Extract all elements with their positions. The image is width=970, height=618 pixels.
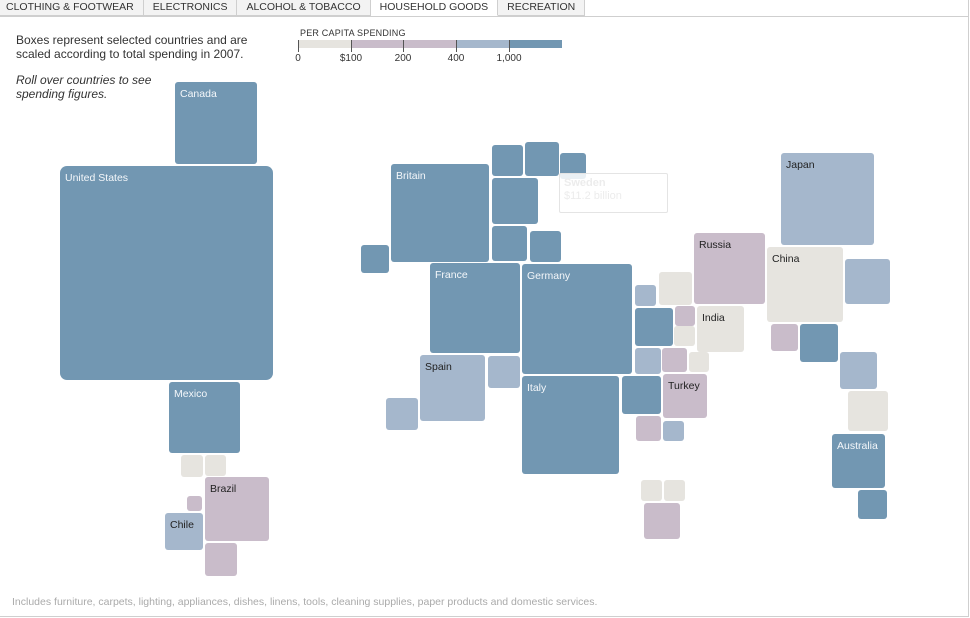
hover-tooltip: Sweden $11.2 billion (559, 173, 668, 213)
category-tabs: CLOTHING & FOOTWEAR ELECTRONICS ALCOHOL … (0, 0, 968, 17)
country-label: India (702, 312, 725, 324)
legend-tick (351, 40, 352, 52)
legend-swatch-tier-0 (298, 40, 352, 48)
country-box[interactable] (800, 324, 838, 362)
country-box-italy[interactable]: Italy (522, 376, 619, 474)
country-box[interactable] (664, 480, 685, 501)
country-label: China (772, 253, 800, 265)
legend-title: PER CAPITA SPENDING (300, 28, 406, 38)
country-box[interactable] (689, 352, 709, 372)
country-label: United States (65, 172, 129, 184)
country-box-russia[interactable]: Russia (694, 233, 765, 304)
country-box[interactable] (205, 543, 237, 576)
country-box[interactable] (840, 352, 877, 389)
country-box[interactable] (622, 376, 661, 414)
country-box[interactable] (858, 490, 887, 519)
legend-tick (298, 40, 299, 52)
country-box[interactable] (525, 142, 559, 176)
country-box[interactable] (386, 398, 418, 430)
country-label: Spain (425, 361, 452, 373)
country-box-india[interactable]: India (697, 306, 744, 352)
legend-tick (509, 40, 510, 52)
country-label: Australia (837, 440, 878, 452)
country-box-germany[interactable]: Germany (522, 264, 632, 374)
country-box[interactable] (674, 326, 695, 346)
country-label: Brazil (210, 483, 237, 495)
legend-swatch-tier-3 (509, 40, 562, 48)
legend-label: 1,000 (496, 53, 522, 64)
footnote: Includes furniture, carpets, lighting, a… (12, 596, 598, 608)
legend-swatch-tier-1 (352, 40, 456, 48)
country-box[interactable] (530, 231, 561, 262)
country-box[interactable] (635, 285, 656, 306)
intro-text: Boxes represent selected countries and a… (16, 33, 248, 61)
tab-alcohol-tobacco[interactable]: ALCOHOL & TOBACCO (237, 0, 371, 16)
country-box-spain[interactable]: Spain (420, 355, 485, 421)
country-box[interactable] (662, 348, 687, 372)
country-box-united-states[interactable]: United States (60, 166, 273, 380)
country-label: Canada (180, 88, 217, 100)
country-label: Britain (396, 170, 426, 182)
legend-label: 0 (295, 53, 301, 64)
legend-tick (403, 40, 404, 52)
tab-household-goods[interactable]: HOUSEHOLD GOODS (370, 0, 499, 16)
country-label: France (435, 269, 468, 281)
country-box[interactable] (205, 455, 226, 476)
country-box[interactable] (488, 356, 520, 388)
country-box-china[interactable]: China (767, 247, 843, 322)
country-box[interactable] (636, 416, 661, 441)
country-box-britain[interactable]: Britain (391, 164, 489, 262)
country-box[interactable] (848, 391, 888, 431)
legend-label: $100 (339, 53, 363, 64)
legend-bar (298, 40, 562, 48)
legend-swatch-tier-2 (456, 40, 509, 48)
legend-label: 400 (447, 53, 465, 64)
country-box-japan[interactable]: Japan (781, 153, 874, 245)
legend-tick (456, 40, 457, 52)
country-box[interactable] (663, 421, 684, 441)
country-box-australia[interactable]: Australia (832, 434, 885, 488)
country-label: Chile (170, 519, 194, 531)
country-box-brazil[interactable]: Brazil (205, 477, 269, 541)
country-box[interactable] (492, 178, 538, 224)
tooltip-value: $11.2 billion (564, 190, 622, 202)
country-label: Mexico (174, 388, 208, 400)
country-box[interactable] (492, 145, 523, 176)
country-label: Japan (786, 159, 815, 171)
country-box[interactable] (181, 455, 203, 477)
country-box-mexico[interactable]: Mexico (169, 382, 240, 453)
country-label: Italy (527, 382, 547, 394)
country-box[interactable] (675, 306, 695, 326)
tooltip-country-name: Sweden (564, 177, 606, 189)
country-box[interactable] (361, 245, 389, 273)
country-box-turkey[interactable]: Turkey (663, 374, 707, 418)
country-box-france[interactable]: France (430, 263, 520, 353)
country-label: Turkey (668, 380, 700, 392)
country-box[interactable] (659, 272, 692, 305)
tab-clothing-footwear[interactable]: CLOTHING & FOOTWEAR (0, 0, 144, 16)
country-box-canada[interactable]: Canada (175, 82, 257, 164)
country-box[interactable] (845, 259, 890, 304)
country-box[interactable] (635, 308, 673, 346)
country-box[interactable] (635, 348, 661, 374)
country-label: Germany (527, 270, 571, 282)
tab-recreation[interactable]: RECREATION (498, 0, 586, 16)
legend-label: 200 (394, 53, 412, 64)
rollover-hint: Roll over countries to see spending figu… (16, 73, 152, 101)
country-box[interactable] (771, 324, 798, 351)
country-box[interactable] (187, 496, 202, 511)
country-box[interactable] (644, 503, 680, 539)
country-box[interactable] (641, 480, 662, 501)
country-box[interactable] (492, 226, 527, 261)
country-box-chile[interactable]: Chile (165, 513, 203, 550)
tab-electronics[interactable]: ELECTRONICS (143, 0, 238, 16)
country-label: Russia (699, 239, 732, 251)
